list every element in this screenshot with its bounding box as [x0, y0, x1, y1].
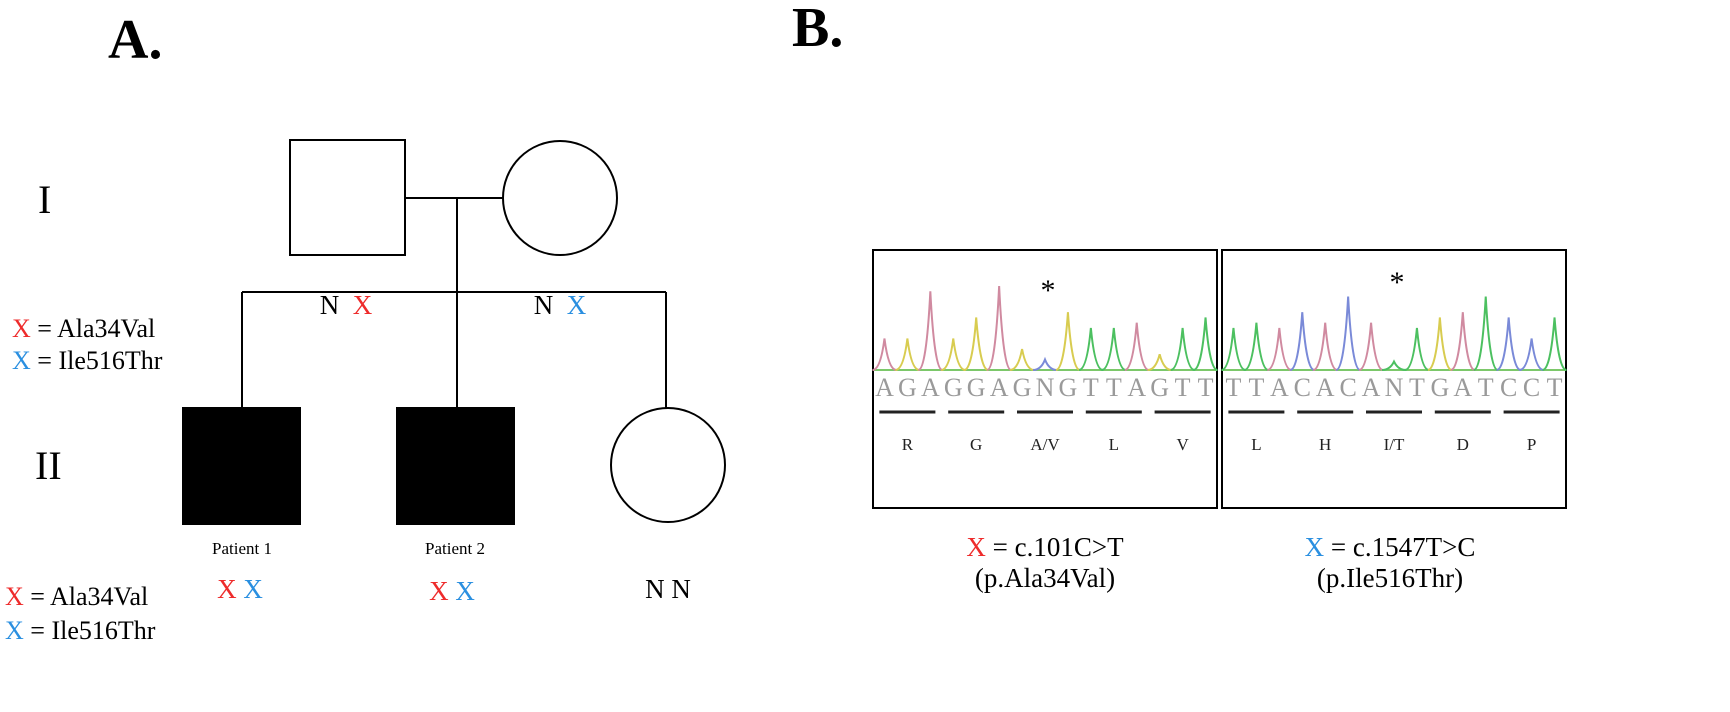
chromatogram-box-1 [872, 249, 1218, 509]
trace-peak [1519, 338, 1544, 371]
trace-peak [917, 291, 943, 371]
patient-1-symbol [182, 407, 301, 525]
base-call: G [898, 373, 917, 402]
trace-peak [1147, 354, 1172, 371]
base-call: C [1523, 373, 1540, 402]
legend-item-blue: X = Ile516Thr [12, 346, 163, 375]
amino-acid-label: D [1457, 435, 1469, 454]
base-call: G [944, 373, 963, 402]
amino-acid-label: V [1176, 435, 1189, 454]
base-call: T [1226, 373, 1242, 402]
father-symbol [289, 139, 406, 256]
trace-peak [872, 338, 897, 371]
trace-peak [1170, 327, 1195, 371]
patient-2-symbol [396, 407, 515, 525]
base-call: A [1362, 373, 1381, 402]
caption-2: X = c.1547T>C (p.Ile516Thr) [1304, 532, 1476, 593]
sister-genotype: N N [645, 574, 691, 604]
mutation-marker: * [1041, 274, 1056, 307]
trace-peak [1381, 359, 1407, 371]
base-call: A [875, 373, 894, 402]
trace-peak [1244, 322, 1269, 371]
base-call: T [1083, 373, 1099, 402]
base-call: C [1500, 373, 1517, 402]
base-call: T [1175, 373, 1191, 402]
base-call: G [1013, 373, 1032, 402]
base-call: G [1059, 373, 1078, 402]
amino-acid-label: A/V [1030, 435, 1060, 454]
amino-acid-label: P [1527, 435, 1536, 454]
base-call: A [1453, 373, 1472, 402]
patient-2-genotype: X X [429, 576, 475, 606]
trace-peak [1404, 327, 1430, 371]
trace-peak [963, 317, 989, 371]
panel-a-label: A. [108, 9, 163, 71]
trace-peak [1496, 317, 1522, 371]
trace-peak [895, 338, 920, 371]
trace-peak [1221, 327, 1246, 371]
base-call: N [1385, 373, 1404, 402]
amino-acid-label: H [1319, 435, 1331, 454]
amino-acid-label: G [970, 435, 982, 454]
trace-peak [1312, 322, 1338, 371]
trace-peak [986, 285, 1012, 371]
trace-peak [1427, 317, 1453, 371]
father-genotype: N X [319, 290, 373, 320]
base-call: A [1316, 373, 1335, 402]
trace-peak [1542, 317, 1567, 371]
amino-acid-label: L [1251, 435, 1261, 454]
trace-peak [1289, 312, 1315, 371]
base-call: G [967, 373, 986, 402]
base-call: C [1339, 373, 1356, 402]
base-call: A [1270, 373, 1289, 402]
base-call: T [1198, 373, 1214, 402]
base-call: T [1248, 373, 1264, 402]
trace-peak [1101, 327, 1127, 371]
base-call: T [1547, 373, 1563, 402]
panel-b-label: B. [792, 0, 844, 59]
mother-genotype: N X [533, 290, 587, 320]
trace-peak [1124, 322, 1150, 371]
base-call: T [1409, 373, 1425, 402]
base-call: N [1036, 373, 1055, 402]
amino-acid-label: L [1109, 435, 1119, 454]
base-call: C [1294, 373, 1311, 402]
trace-peak [1267, 327, 1292, 371]
trace-peak [1473, 296, 1499, 371]
sister-symbol [610, 407, 726, 523]
amino-acid-label: R [902, 435, 914, 454]
base-call: A [921, 373, 940, 402]
legend-item-blue-bottom: X = Ile516Thr [5, 616, 156, 645]
base-call: G [1150, 373, 1169, 402]
generation-label-ii: II [35, 443, 62, 488]
trace-peak [1335, 296, 1361, 371]
trace-peak [1193, 317, 1218, 371]
chromatogram-box-2 [1221, 249, 1567, 509]
generation-label-i: I [38, 177, 52, 222]
patient-1-genotype: X X [217, 574, 263, 604]
legend-item-red-bottom: X = Ala34Val [5, 582, 149, 611]
trace-peak [1009, 348, 1035, 371]
base-call: G [1430, 373, 1449, 402]
base-call: A [1127, 373, 1146, 402]
trace-peak [1055, 312, 1081, 371]
trace-peak [1078, 327, 1104, 371]
base-call: T [1106, 373, 1122, 402]
caption-1: X = c.101C>T (p.Ala34Val) [966, 532, 1124, 593]
mutation-marker: * [1390, 266, 1405, 299]
legend-item-red: X = Ala34Val [12, 314, 156, 343]
base-call: A [990, 373, 1009, 402]
trace-peak [1032, 356, 1058, 371]
trace-peak [1358, 322, 1384, 371]
base-call: T [1478, 373, 1494, 402]
patient-1-label: Patient 1 [212, 539, 272, 558]
trace-peak [941, 338, 966, 371]
amino-acid-label: I/T [1384, 435, 1405, 454]
trace-peak [1450, 312, 1476, 371]
patient-2-label: Patient 2 [425, 539, 485, 558]
mother-symbol [502, 140, 618, 256]
